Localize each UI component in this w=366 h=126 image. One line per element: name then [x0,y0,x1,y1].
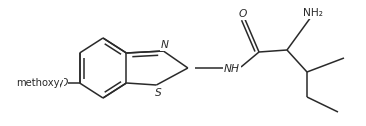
Text: N: N [160,40,168,50]
Text: S: S [155,88,162,98]
Text: O: O [239,9,247,19]
Text: NH₂: NH₂ [303,8,323,18]
Text: NH: NH [224,64,240,74]
Text: methoxy: methoxy [20,78,63,88]
Text: methoxy: methoxy [16,78,60,88]
Text: O: O [59,78,68,88]
